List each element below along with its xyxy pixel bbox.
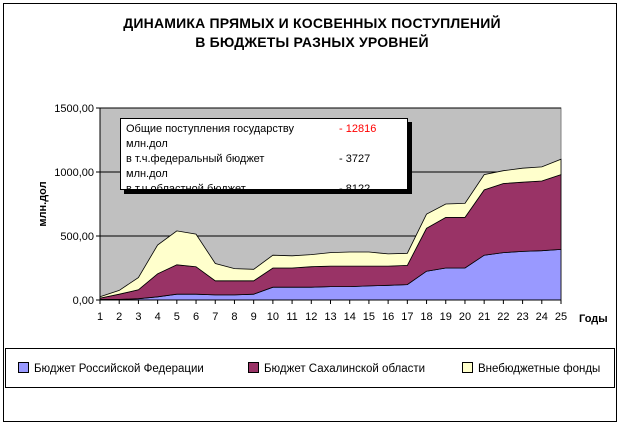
info-regional-label: в т.ч.областной бюджет: [126, 183, 246, 190]
x-tick-label-22: 23: [516, 311, 528, 323]
x-tick-label-13: 14: [344, 311, 356, 323]
x-tick-label-14: 15: [363, 311, 375, 323]
x-tick-label-7: 8: [231, 311, 237, 323]
chart-title-line1: ДИНАМИКА ПРЯМЫХ И КОСВЕННЫХ ПОСТУПЛЕНИЙ: [123, 15, 501, 31]
x-tick-label-20: 21: [478, 311, 490, 323]
x-tick-label-18: 19: [440, 311, 452, 323]
info-total-value: - 12816: [339, 123, 377, 135]
x-tick-label-21: 22: [497, 311, 509, 323]
y-axis-title: млн.дол: [37, 181, 49, 226]
legend-item-federal: Бюджет Российской Федерации: [18, 362, 204, 375]
legend-label-federal: Бюджет Российской Федерации: [34, 363, 204, 375]
x-tick-label-23: 24: [536, 311, 548, 323]
legend-label-regional: Бюджет Сахалинской области: [264, 363, 426, 375]
x-tick-label-2: 3: [135, 311, 141, 323]
legend: Бюджет Российской Федерации Бюджет Сахал…: [5, 348, 615, 388]
info-box: Общие поступления государству - 12816 мл…: [120, 118, 408, 190]
legend-item-offbudget: Внебюджетные фонды: [462, 362, 600, 375]
legend-swatch-offbudget: [462, 362, 473, 373]
info-regional-value: - 8122: [339, 183, 371, 190]
info-total-label: Общие поступления государству: [126, 123, 295, 135]
y-tick-label-0: 0,00: [73, 295, 94, 307]
y-tick-label-1: 500,00: [60, 231, 94, 243]
y-tick-label-3: 1500,00: [54, 103, 94, 115]
info-federal-value: - 3727: [339, 153, 371, 165]
legend-label-offbudget: Внебюджетные фонды: [478, 363, 601, 375]
x-tick-label-24: 25: [555, 311, 567, 323]
info-federal-label: в т.ч.федеральный бюджет: [126, 153, 265, 165]
y-tick-label-2: 1000,00: [54, 167, 94, 179]
x-tick-label-5: 6: [193, 311, 199, 323]
x-tick-label-16: 17: [401, 311, 413, 323]
legend-swatch-federal: [18, 362, 29, 373]
x-tick-label-3: 4: [155, 311, 161, 323]
x-axis-title: Годы: [579, 313, 608, 325]
x-tick-label-17: 18: [420, 311, 432, 323]
chart-title-line2: В БЮДЖЕТЫ РАЗНЫХ УРОВНЕЙ: [195, 34, 429, 50]
x-tick-label-8: 9: [251, 311, 257, 323]
x-tick-label-11: 12: [305, 311, 317, 323]
x-tick-label-1: 2: [116, 311, 122, 323]
x-tick-label-19: 20: [459, 311, 471, 323]
area-offbudget: [99, 158, 562, 299]
x-tick-label-10: 11: [286, 311, 297, 323]
x-tick-label-4: 5: [174, 311, 180, 323]
x-tick-label-0: 1: [97, 311, 103, 323]
x-tick-label-15: 16: [382, 311, 394, 323]
x-tick-label-9: 10: [267, 311, 279, 323]
info-federal-unit: млн.дол: [126, 168, 168, 180]
info-total-unit: млн.дол: [126, 138, 168, 150]
x-tick-label-6: 7: [212, 311, 218, 323]
legend-swatch-regional: [248, 362, 259, 373]
x-tick-label-12: 13: [324, 311, 336, 323]
chart-title: ДИНАМИКА ПРЯМЫХ И КОСВЕННЫХ ПОСТУПЛЕНИЙ …: [0, 14, 624, 52]
legend-item-regional: Бюджет Сахалинской области: [248, 362, 425, 375]
